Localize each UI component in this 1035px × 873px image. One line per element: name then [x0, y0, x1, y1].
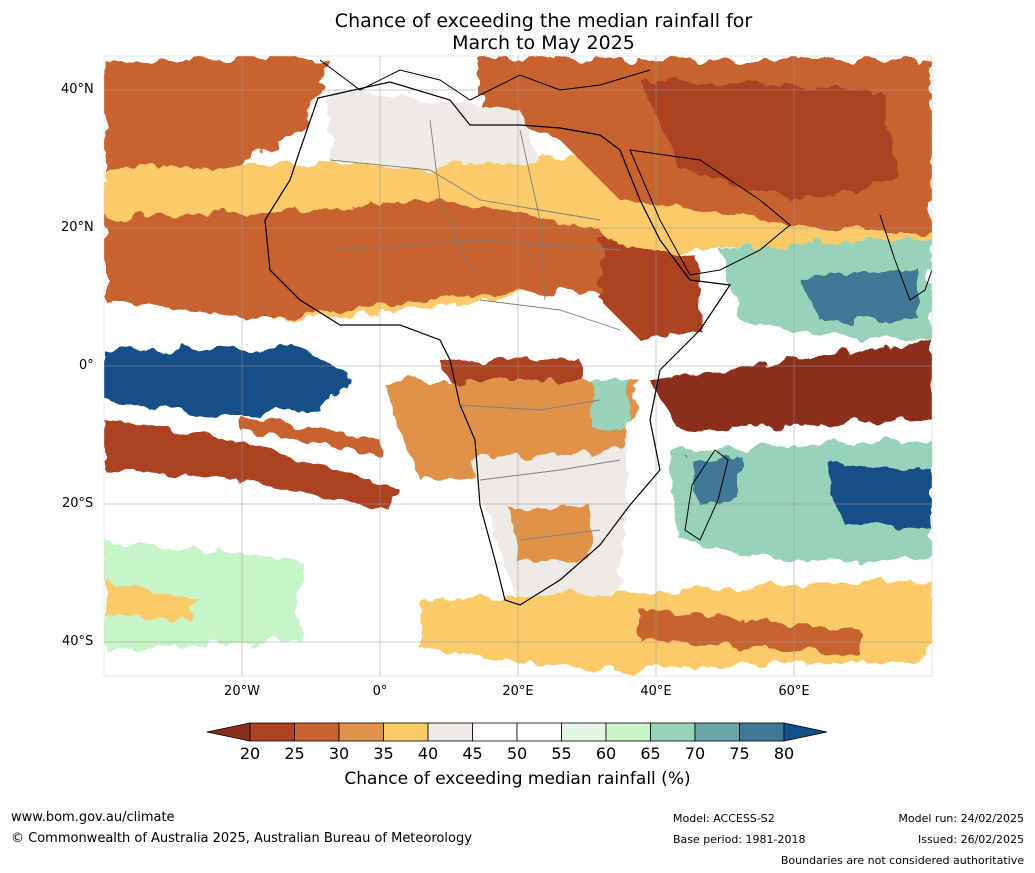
- colorbar-tick-label: 50: [506, 744, 528, 763]
- colorbar-tick-label: 20: [239, 744, 261, 763]
- madagascar-coastline: [684, 449, 729, 541]
- title-line-2: March to May 2025: [452, 32, 635, 54]
- wet-core-madagascar-east: [690, 455, 740, 505]
- lat-label-20n: 20°N: [61, 220, 94, 235]
- southern-europe-coastline: [319, 59, 651, 101]
- colorbar-bin: [561, 722, 607, 742]
- wet-core-south-indian-ocean: [830, 465, 932, 530]
- dry-region-east-africa: [600, 240, 700, 340]
- lat-label-40s: 40°S: [62, 634, 94, 649]
- footer-model-run: Model run: 24/02/2025: [898, 812, 1024, 825]
- arabian-peninsula-coastline: [629, 149, 791, 276]
- footer-website: www.bom.gov.au/climate: [11, 810, 175, 825]
- footer-base-period: Base period: 1981-2018: [673, 833, 806, 846]
- colorbar-bin: [383, 722, 429, 742]
- footer-issued: Issued: 26/02/2025: [917, 833, 1024, 846]
- colorbar-label: Chance of exceeding median rainfall (%): [344, 769, 691, 789]
- colorbar-tick-label: 40: [417, 744, 439, 763]
- dry-region-north-atlantic: [104, 60, 330, 200]
- colorbar-bin: [249, 722, 295, 742]
- wet-patches-southwest-atlantic: [104, 540, 300, 650]
- colorbar-bin: [650, 722, 696, 742]
- wet-region-equatorial-atlantic: [104, 348, 350, 415]
- dry-patches-southwest-atlantic: [104, 580, 200, 620]
- colorbar-tick-label: 25: [284, 744, 305, 763]
- colorbar-bin: [739, 722, 785, 742]
- lon-label-0: 0°: [372, 684, 388, 699]
- colorbar-tick-label: 45: [462, 744, 483, 763]
- dry-region-arabia-core: [640, 80, 900, 200]
- dry-band-equatorial-indian-ocean: [650, 340, 932, 430]
- colorbar-tick-label: 70: [684, 744, 706, 763]
- lon-label-40e: 40°E: [640, 684, 672, 699]
- colorbar-tick-label: 75: [729, 744, 750, 763]
- map-frame: [103, 55, 933, 677]
- lat-label-equator: 0°: [79, 358, 94, 373]
- dry-region-kalahari: [510, 505, 590, 565]
- colorbar-tick-label: 55: [551, 744, 572, 763]
- footer-copyright: © Commonwealth of Australia 2025, Austra…: [11, 831, 472, 846]
- africa-coastline: [264, 81, 732, 606]
- colorbar-bin: [338, 722, 384, 742]
- neutral-region-north-africa: [330, 90, 540, 170]
- lat-label-20s: 20°S: [62, 496, 94, 511]
- colorbar-tick-label: 60: [595, 744, 617, 763]
- dry-band-south-atlantic: [104, 420, 400, 510]
- colorbar-bin: [294, 722, 340, 742]
- india-coastline: [879, 214, 932, 301]
- lon-label-60e: 60°E: [778, 684, 810, 699]
- colorbar-tick-label: 80: [773, 744, 795, 763]
- colorbar-bin: [472, 722, 518, 742]
- footer-disclaimer: Boundaries are not considered authoritat…: [780, 854, 1024, 867]
- colorbar-bin: [427, 722, 473, 742]
- colorbar-tick-label: 30: [328, 744, 350, 763]
- colorbar-bin: [605, 722, 651, 742]
- colorbar-bin: [516, 722, 562, 742]
- footer-model: Model: ACCESS-S2: [673, 812, 775, 825]
- wet-spot-lake-victoria-region: [590, 380, 630, 430]
- lon-label-20w: 20°W: [224, 684, 260, 699]
- lat-label-40n: 40°N: [61, 82, 94, 97]
- colorbar-bin: [694, 722, 740, 742]
- colorbar-extend-high: [783, 722, 828, 742]
- colorbar-tick-label: 35: [373, 744, 394, 763]
- wet-region-arabian-sea: [800, 270, 920, 320]
- dry-band-south-atlantic-2: [240, 415, 380, 455]
- colorbar-extend-low: [206, 722, 251, 742]
- graticule: [104, 56, 932, 676]
- map-title: Chance of exceeding the median rainfall …: [0, 10, 1035, 54]
- country-borders: [329, 119, 621, 541]
- lon-label-20e: 20°E: [502, 684, 534, 699]
- colorbar-tick-label: 65: [640, 744, 661, 763]
- dry-region-sahel: [104, 200, 660, 320]
- dry-band-southern-ocean-core: [640, 610, 860, 655]
- title-line-1: Chance of exceeding the median rainfall …: [334, 10, 753, 32]
